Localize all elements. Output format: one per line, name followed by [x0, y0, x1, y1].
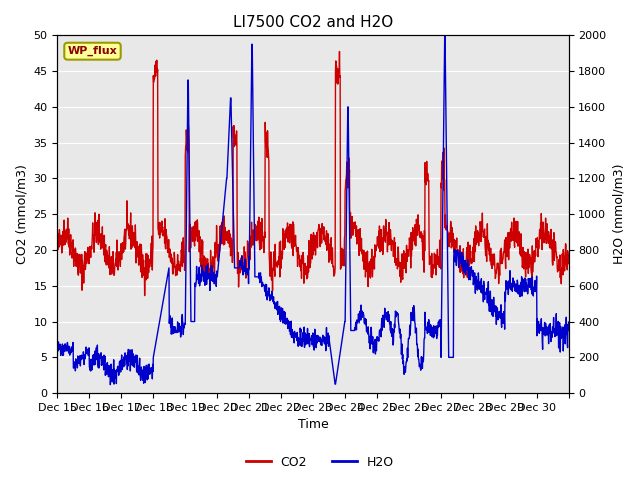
CO2	[434, 259, 442, 264]
CO2	[559, 258, 566, 264]
CO2	[54, 243, 61, 249]
CO2	[134, 254, 141, 260]
CO2	[141, 293, 148, 299]
H2O	[290, 335, 298, 340]
H2O	[54, 345, 61, 350]
H2O	[300, 331, 307, 336]
Y-axis label: CO2 (mmol/m3): CO2 (mmol/m3)	[15, 164, 28, 264]
Legend: CO2, H2O: CO2, H2O	[241, 451, 399, 474]
H2O	[433, 333, 441, 338]
Title: LI7500 CO2 and H2O: LI7500 CO2 and H2O	[233, 15, 393, 30]
CO2	[335, 48, 343, 54]
H2O	[564, 319, 572, 325]
CO2	[564, 261, 572, 266]
H2O	[559, 332, 566, 338]
CO2	[290, 235, 298, 240]
Line: H2O: H2O	[58, 36, 568, 384]
H2O	[441, 33, 449, 38]
X-axis label: Time: Time	[298, 419, 328, 432]
CO2	[300, 255, 307, 261]
Text: WP_flux: WP_flux	[68, 46, 117, 56]
CO2	[509, 237, 516, 243]
H2O	[509, 282, 516, 288]
Y-axis label: H2O (mmol/m3): H2O (mmol/m3)	[612, 164, 625, 264]
H2O	[106, 382, 114, 387]
Line: CO2: CO2	[58, 51, 568, 296]
H2O	[134, 370, 141, 376]
